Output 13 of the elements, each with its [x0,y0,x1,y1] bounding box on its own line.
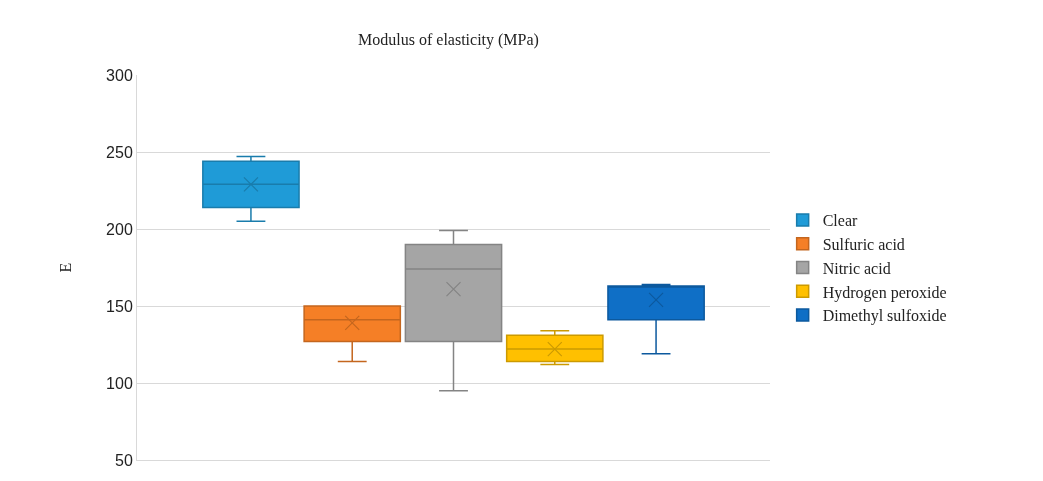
y-tick-label: 250 [106,143,133,161]
legend-label: Dimethyl sulfoxide [822,307,947,326]
y-tick-label: 300 [106,66,133,84]
y-tick-label: 100 [106,374,133,392]
legend-label: Nitric acid [822,259,891,277]
legend-label: Clear [822,212,858,230]
y-axis-title: E [57,262,74,273]
legend-label: Hydrogen peroxide [822,283,947,302]
chart-title: Modulus of elasticity (MPa) [358,30,539,49]
y-tick-label: 150 [106,297,133,315]
y-tick-label: 200 [106,220,133,238]
legend-label: Sulfuric acid [822,235,905,253]
y-tick-label: 50 [115,451,133,469]
